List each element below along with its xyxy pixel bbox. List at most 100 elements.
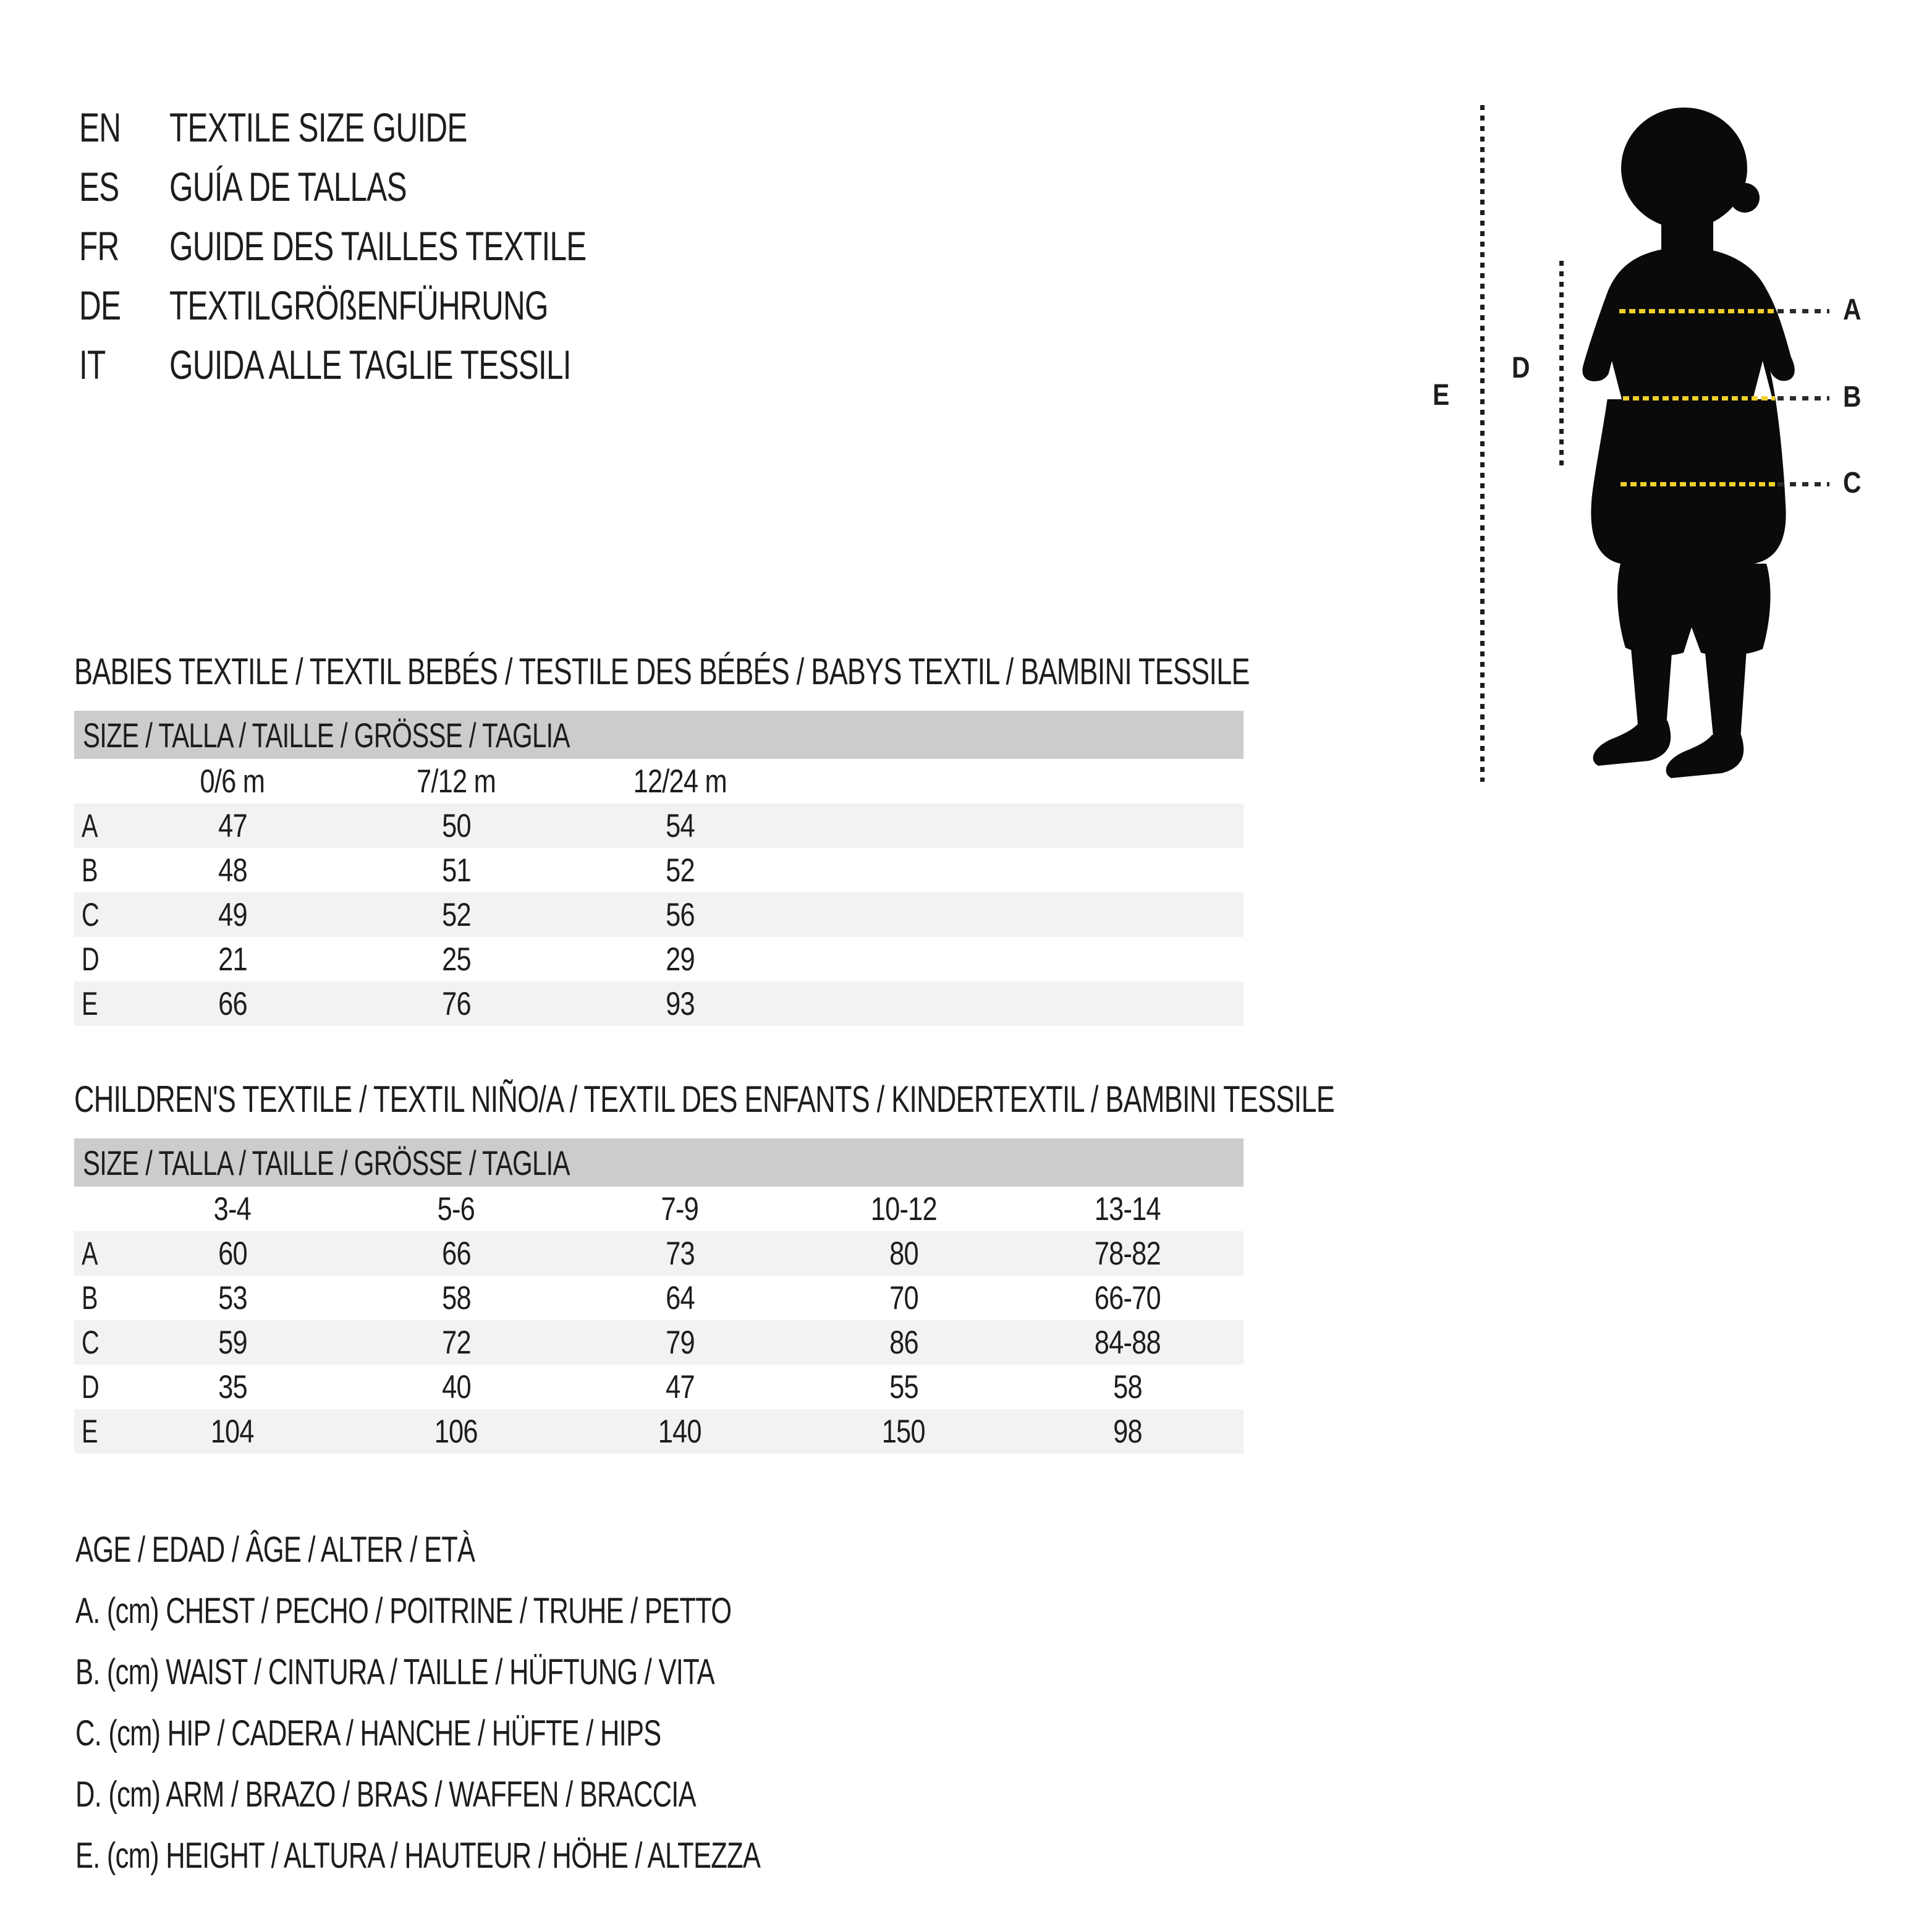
waist-line-extension: [1777, 396, 1829, 400]
table-cell-text: 104: [210, 1413, 255, 1450]
table-cell: 50: [344, 807, 568, 845]
babies-size-table: 0/6 m 7/12 m 12/24 m A 47 50 54 B 48 51 52 C 49 52 56 D…: [74, 759, 1244, 1026]
table-cell-text: 51: [441, 852, 472, 889]
table-cell-text: 106: [434, 1413, 478, 1450]
table-cell-text: 93: [665, 985, 695, 1022]
column-header: 7-9: [568, 1190, 792, 1228]
chest-line-extension: [1777, 309, 1829, 313]
legend-item-hip: C. (cm) HIP / CADERA / HANCHE / HÜFTE / …: [75, 1713, 661, 1753]
table-cell-text: 21: [218, 941, 248, 978]
row-label-text: E: [82, 985, 98, 1022]
table-header-row: 0/6 m 7/12 m 12/24 m: [74, 759, 1244, 803]
language-title: GUIDE DES TAILLES TEXTILE: [169, 223, 587, 269]
table-cell: 80: [792, 1235, 1015, 1273]
language-title: GUÍA DE TALLAS: [169, 164, 407, 210]
row-label-text: E: [82, 1413, 98, 1450]
table-cell-text: 70: [889, 1279, 919, 1316]
table-cell-text: 55: [889, 1368, 919, 1405]
table-cell-text: 86: [889, 1324, 919, 1361]
language-code: EN: [79, 104, 121, 150]
table-row: C 59 72 79 86 84-88: [74, 1320, 1244, 1365]
table-cell-text: 58: [441, 1279, 472, 1316]
column-header-text: 13-14: [1094, 1190, 1161, 1227]
column-header: 5-6: [344, 1190, 568, 1228]
legend-item-height: E. (cm) HEIGHT / ALTURA / HAUTEUR / HÖHE…: [75, 1836, 761, 1876]
section-heading-children: CHILDREN'S TEXTILE / TEXTIL NIÑO/A / TEX…: [74, 1078, 1335, 1120]
language-title: TEXTILGRÖßENFÜHRUNG: [169, 282, 549, 328]
table-cell: 47: [568, 1368, 792, 1406]
arm-measure-line-d: [1559, 261, 1564, 470]
size-header-band: SIZE / TALLA / TAILLE / GRÖSSE / TAGLIA: [74, 1138, 1244, 1187]
row-label-text: C: [82, 1324, 100, 1361]
table-cell-text: 66: [441, 1235, 472, 1272]
table-cell: 58: [1015, 1368, 1239, 1406]
column-header: 3-4: [121, 1190, 344, 1228]
table-cell: 98: [1015, 1413, 1239, 1451]
row-label-text: D: [82, 1368, 100, 1405]
language-code: IT: [79, 342, 106, 388]
table-cell: 106: [344, 1413, 568, 1451]
table-cell-text: 150: [881, 1413, 926, 1450]
table-cell: 73: [568, 1235, 792, 1273]
table-cell-text: 29: [665, 941, 695, 978]
table-cell-text: 79: [665, 1324, 695, 1361]
table-cell: 35: [121, 1368, 344, 1406]
legend-title: AGE / EDAD / ÂGE / ALTER / ETÀ: [75, 1530, 475, 1570]
column-header: 7/12 m: [344, 763, 568, 800]
table-cell: 56: [568, 896, 792, 934]
row-label-text: C: [82, 896, 100, 933]
hip-line-extension: [1777, 482, 1829, 486]
column-header: 10-12: [792, 1190, 1015, 1228]
table-cell-text: 49: [218, 896, 248, 933]
hip-measure-line-c: [1621, 482, 1775, 486]
table-cell: 140: [568, 1413, 792, 1451]
row-label-text: D: [82, 941, 100, 978]
table-cell-text: 52: [441, 896, 472, 933]
table-cell: 150: [792, 1413, 1015, 1451]
legend-item-chest: A. (cm) CHEST / PECHO / POITRINE / TRUHE…: [75, 1591, 732, 1631]
section-heading-babies: BABIES TEXTILE / TEXTIL BEBÉS / TESTILE …: [74, 651, 1250, 692]
table-cell: 25: [344, 941, 568, 978]
table-row: D 35 40 47 55 58: [74, 1365, 1244, 1409]
column-header: 13-14: [1015, 1190, 1239, 1228]
table-cell: 76: [344, 985, 568, 1023]
table-row: C 49 52 56: [74, 892, 1244, 937]
table-cell-text: 140: [658, 1413, 702, 1450]
table-cell-text: 66-70: [1094, 1279, 1161, 1316]
table-cell: 72: [344, 1324, 568, 1362]
table-cell: 58: [344, 1279, 568, 1317]
table-header-row: 3-4 5-6 7-9 10-12 13-14: [74, 1187, 1244, 1231]
table-cell-text: 66: [218, 985, 248, 1022]
table-cell-text: 48: [218, 852, 248, 889]
table-cell-text: 54: [665, 807, 695, 844]
table-cell-text: 80: [889, 1235, 919, 1272]
language-code: ES: [79, 164, 119, 210]
table-cell: 66-70: [1015, 1279, 1239, 1317]
row-label: D: [74, 941, 121, 978]
table-cell: 66: [121, 985, 344, 1023]
table-cell-text: 78-82: [1094, 1235, 1161, 1272]
children-size-table: 3-4 5-6 7-9 10-12 13-14 A 60 66 73 80 78-82 B 53 58 64…: [74, 1187, 1244, 1454]
column-header-text: 10-12: [870, 1190, 937, 1227]
table-cell-text: 50: [441, 807, 472, 844]
table-cell-text: 40: [441, 1368, 472, 1405]
table-cell-text: 72: [441, 1324, 472, 1361]
table-cell-text: 47: [218, 807, 248, 844]
language-title-list: EN TEXTILE SIZE GUIDE ES GUÍA DE TALLAS …: [79, 98, 725, 394]
row-label: C: [74, 1324, 121, 1362]
column-header-text: 12/24 m: [633, 763, 727, 800]
row-label: D: [74, 1368, 121, 1406]
child-silhouette-figure: [1582, 108, 1795, 778]
table-cell: 52: [568, 852, 792, 889]
language-title: TEXTILE SIZE GUIDE: [169, 104, 467, 150]
row-label: B: [74, 852, 121, 889]
table-row: B 48 51 52: [74, 848, 1244, 892]
row-label: A: [74, 807, 121, 845]
table-cell: 53: [121, 1279, 344, 1317]
table-cell: 79: [568, 1324, 792, 1362]
table-cell-text: 73: [665, 1235, 695, 1272]
table-cell: 78-82: [1015, 1235, 1239, 1273]
children-textile-section: CHILDREN'S TEXTILE / TEXTIL NIÑO/A / TEX…: [74, 1078, 1335, 1454]
table-cell-text: 56: [665, 896, 695, 933]
